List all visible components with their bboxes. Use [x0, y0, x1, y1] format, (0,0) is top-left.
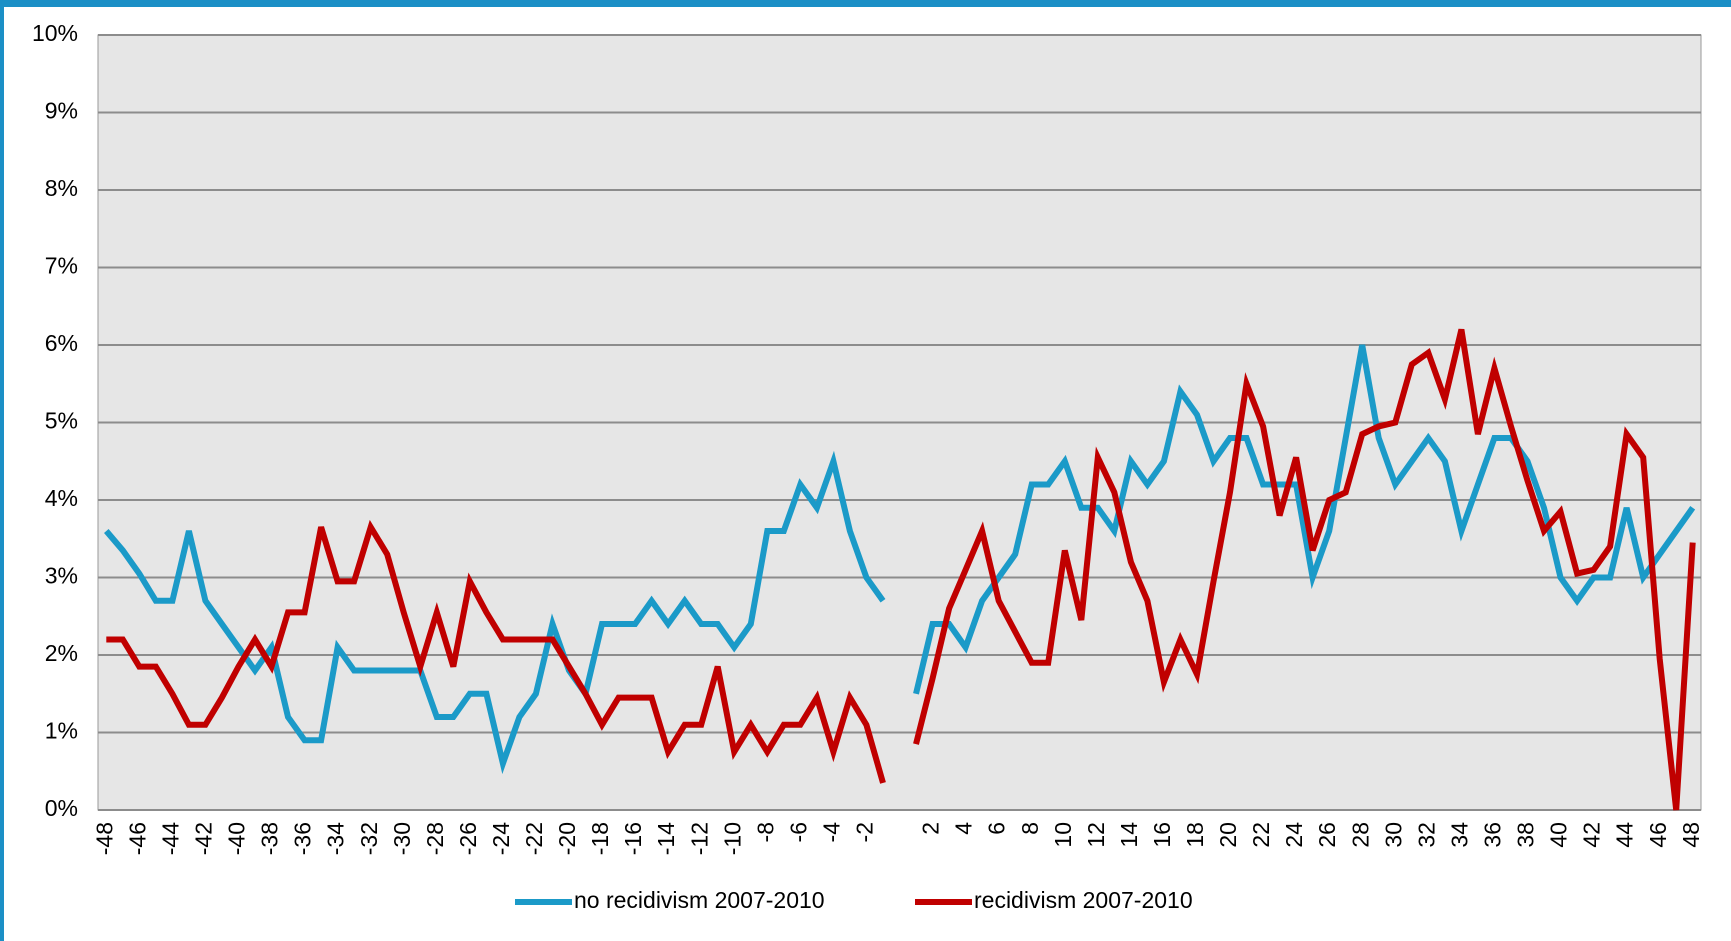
x-tick-label: 28: [1347, 822, 1373, 848]
x-tick-label: 32: [1413, 822, 1439, 848]
x-tick-label: 22: [1248, 822, 1274, 848]
x-tick-label: 18: [1182, 822, 1208, 848]
x-tick-label: 20: [1215, 822, 1241, 848]
x-tick-label: 44: [1612, 822, 1638, 848]
x-tick-label: 4: [951, 822, 977, 835]
x-tick-label: 2: [918, 822, 944, 835]
x-tick-label: 30: [1380, 822, 1406, 848]
y-tick-label: 7%: [45, 253, 78, 279]
y-tick-label: 5%: [45, 408, 78, 434]
x-tick-label: -28: [422, 822, 448, 855]
x-tick-label: 10: [1050, 822, 1076, 848]
x-tick-label: -22: [521, 822, 547, 855]
x-tick-label: -18: [587, 822, 613, 855]
x-tick-label: 26: [1314, 822, 1340, 848]
x-tick-label: -34: [323, 822, 349, 855]
y-tick-label: 0%: [45, 795, 78, 821]
y-tick-label: 2%: [45, 640, 78, 666]
x-tick-label: 48: [1678, 822, 1704, 848]
x-tick-label: 40: [1546, 822, 1572, 848]
x-tick-label: -40: [224, 822, 250, 855]
x-tick-label: -2: [852, 822, 878, 842]
y-tick-label: 10%: [32, 20, 78, 46]
x-tick-label: -12: [686, 822, 712, 855]
x-tick-label: 36: [1480, 822, 1506, 848]
series-line: [104, 344, 1696, 775]
y-tick-label: 4%: [45, 485, 78, 511]
series-line: [106, 328, 1696, 811]
x-tick-label: -44: [157, 822, 183, 855]
x-tick-label: -16: [620, 822, 646, 855]
x-tick-label: -4: [818, 822, 844, 843]
x-tick-label: 46: [1645, 822, 1671, 848]
frame-top: [0, 0, 1731, 7]
x-tick-label: -46: [124, 822, 150, 855]
x-tick-label: 24: [1281, 822, 1307, 848]
x-tick-label: -26: [455, 822, 481, 855]
x-tick-label: -6: [785, 822, 811, 842]
x-tick-label: 8: [1017, 822, 1043, 835]
y-tick-label: 8%: [45, 175, 78, 201]
y-tick-label: 3%: [45, 563, 78, 589]
x-tick-label: -24: [488, 822, 514, 855]
x-tick-label: -36: [290, 822, 316, 855]
x-tick-label: -32: [356, 822, 382, 855]
x-tick-label: -42: [190, 822, 216, 855]
x-tick-label: 16: [1149, 822, 1175, 848]
x-tick-label: 6: [984, 822, 1010, 835]
legend-label: no recidivism 2007-2010: [574, 887, 825, 913]
x-tick-label: 12: [1083, 822, 1109, 848]
x-tick-label: 14: [1116, 822, 1142, 848]
x-tick-label: 38: [1513, 822, 1539, 848]
x-tick-label: -48: [91, 822, 117, 855]
x-tick-label: -14: [653, 822, 679, 855]
x-tick-label: 34: [1446, 822, 1472, 848]
frame-left: [0, 0, 4, 941]
y-tick-label: 1%: [45, 718, 78, 744]
y-tick-label: 6%: [45, 330, 78, 356]
y-tick-label: 9%: [45, 98, 78, 124]
x-tick-label: -30: [389, 822, 415, 855]
legend-label: recidivism 2007-2010: [974, 887, 1193, 913]
x-tick-label: -8: [752, 822, 778, 842]
x-tick-label: 42: [1579, 822, 1605, 848]
x-tick-label: -20: [554, 822, 580, 855]
x-tick-label: -10: [719, 822, 745, 855]
x-tick-label: -38: [257, 822, 283, 855]
